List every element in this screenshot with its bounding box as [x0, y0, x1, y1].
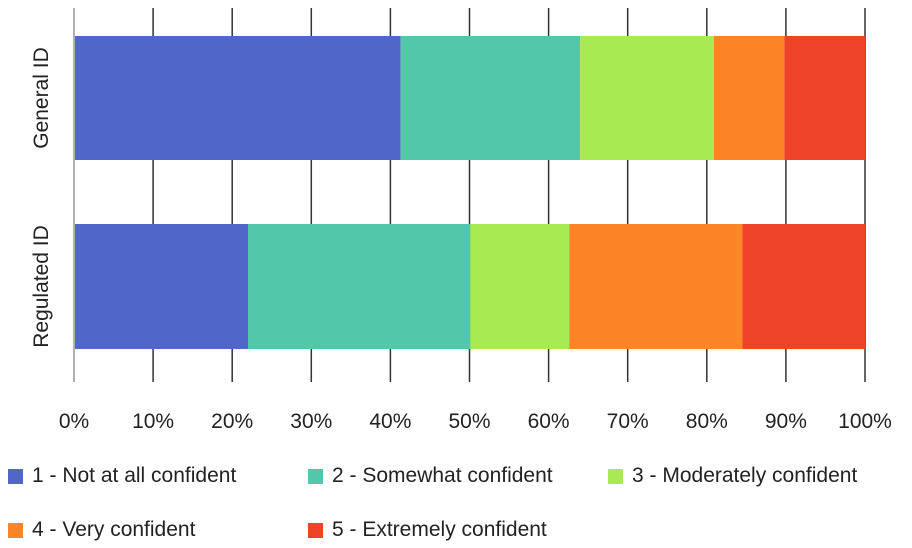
- chart: 0% 10% 20% 30% 40% 50% 60% 70% 80% 90% 100% Genera…: [30, 8, 892, 433]
- legend-label: 5 - Extremely confident: [332, 518, 547, 541]
- legend-label: 3 - Moderately confident: [632, 464, 858, 487]
- bar-segment: [569, 224, 743, 349]
- x-tick-label: 40%: [369, 410, 411, 433]
- legend: 1 - Not at all confident 2 - Somewhat con…: [0, 448, 912, 548]
- legend-label: 4 - Very confident: [32, 518, 196, 541]
- y-axis-category-labels: General ID Regulated ID: [30, 47, 53, 348]
- category-label: General ID: [30, 47, 53, 149]
- category-label: Regulated ID: [30, 225, 53, 348]
- x-tick-label: 10%: [132, 410, 174, 433]
- x-tick-label: 80%: [686, 410, 728, 433]
- legend-swatch: [8, 522, 23, 538]
- legend-item: 4 - Very confident: [8, 518, 195, 542]
- bar-segment: [580, 36, 714, 160]
- x-tick-label: 60%: [528, 410, 570, 433]
- x-tick-label: 20%: [211, 410, 253, 433]
- legend-swatch: [8, 468, 23, 484]
- legend-item: 2 - Somewhat confident: [308, 464, 553, 488]
- legend-label: 1 - Not at all confident: [32, 464, 237, 487]
- bars: [74, 36, 865, 349]
- x-tick-label: 90%: [765, 410, 807, 433]
- legend-swatch: [608, 468, 623, 484]
- legend-item: 3 - Moderately confident: [608, 464, 857, 488]
- legend-label: 2 - Somewhat confident: [332, 464, 553, 487]
- x-tick-label: 50%: [448, 410, 490, 433]
- legend-item: 5 - Extremely confident: [308, 518, 547, 542]
- legend-swatch: [308, 522, 323, 538]
- bar-segment: [470, 224, 570, 349]
- bar-segment: [74, 36, 401, 160]
- x-tick-label: 30%: [290, 410, 332, 433]
- bar-segment: [784, 36, 865, 160]
- bar-segment: [742, 224, 865, 349]
- bar-segment: [248, 224, 471, 349]
- x-tick-label: 0%: [59, 410, 89, 433]
- legend-swatch: [308, 468, 323, 484]
- bar-segment: [713, 36, 785, 160]
- x-tick-label: 70%: [607, 410, 649, 433]
- x-tick-label: 100%: [838, 410, 892, 433]
- bar-segment: [74, 224, 249, 349]
- bar-segment: [400, 36, 581, 160]
- x-axis-tick-labels: 0% 10% 20% 30% 40% 50% 60% 70% 80% 90% 100%: [59, 410, 892, 433]
- legend-item: 1 - Not at all confident: [8, 464, 236, 488]
